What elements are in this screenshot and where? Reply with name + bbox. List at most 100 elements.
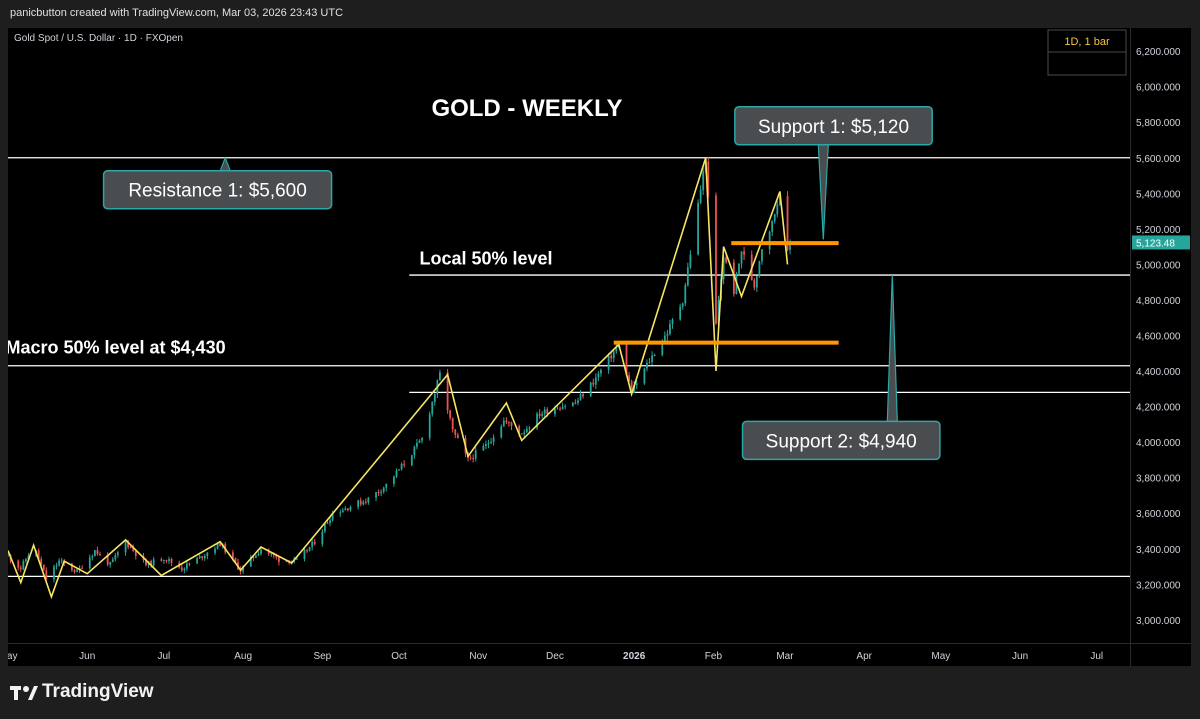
candle-body <box>326 523 329 525</box>
candle-body <box>597 373 600 378</box>
candle-body <box>761 249 763 262</box>
candle-body <box>446 372 449 411</box>
candle-body <box>487 443 490 445</box>
y-tick-label: 4,000.000 <box>1136 438 1181 449</box>
candle-body <box>648 361 651 363</box>
y-tick-label: 3,200.000 <box>1136 580 1181 591</box>
candle-body <box>410 455 413 466</box>
chart-panel[interactable]: 6,200.000 6,000.000 5,800.000 5,600.000 5,40… <box>8 28 1191 666</box>
candle-body <box>380 491 383 493</box>
resistance-1-callout-box <box>102 169 333 210</box>
candle-body <box>22 561 25 570</box>
price-chart[interactable]: 6,200.000 6,000.000 5,800.000 5,600.000 5,40… <box>8 28 1191 666</box>
candle-body <box>91 556 94 558</box>
candle-body <box>579 394 582 401</box>
candle-body <box>671 319 674 324</box>
candle-body <box>594 377 597 385</box>
candle-body <box>249 556 252 567</box>
y-tick-label: 4,200.000 <box>1136 403 1181 414</box>
candle-body <box>196 558 199 564</box>
candle-body <box>773 214 776 221</box>
candle-body <box>99 554 101 556</box>
candle-body <box>127 541 130 548</box>
candle-body <box>421 437 423 441</box>
candle-body <box>198 556 201 559</box>
x-tick-label: 2026 <box>623 651 646 662</box>
candle-body <box>341 510 344 513</box>
candle-body <box>564 406 567 408</box>
last-price-badge <box>1132 235 1190 250</box>
candle-body <box>679 306 682 320</box>
candle-body <box>398 469 400 471</box>
candle-body <box>188 563 191 565</box>
candle-body <box>27 555 30 560</box>
candle-body <box>403 464 406 466</box>
candle-body <box>574 402 577 404</box>
candle-body <box>699 190 702 203</box>
candle-body <box>433 394 436 402</box>
candle-body <box>492 437 495 442</box>
candle-body <box>73 570 76 572</box>
x-tick-label: Sep <box>313 651 331 662</box>
candle-body <box>592 382 595 385</box>
candle-body <box>377 492 380 494</box>
candle-body <box>661 341 664 355</box>
candle-body <box>523 432 526 435</box>
candle-body <box>686 267 689 286</box>
candle-body <box>589 382 592 397</box>
candle-body <box>778 196 781 205</box>
support-1-callout-text: Support 1: $5,120 <box>758 117 909 138</box>
candle-body <box>362 501 365 505</box>
candle-body <box>528 427 531 429</box>
candle-body <box>324 523 326 532</box>
candle-body <box>732 262 735 294</box>
candle-body <box>651 355 653 362</box>
x-tick-label: May <box>8 651 17 662</box>
y-tick-label: 4,800.000 <box>1136 296 1181 307</box>
candle-body <box>418 440 421 443</box>
candle-body <box>76 569 78 572</box>
symbol-label: Gold Spot / U.S. Dollar · 1D · FXOpen <box>14 33 183 44</box>
zigzag-line <box>8 157 789 600</box>
candle-body <box>490 441 492 444</box>
candle-body <box>561 406 564 410</box>
candle-body <box>635 383 638 385</box>
candle-body <box>681 303 684 307</box>
candle-body <box>520 433 523 435</box>
candle-body <box>689 254 692 268</box>
candle-body <box>702 171 705 191</box>
candle-body <box>180 567 183 571</box>
resistance-1-callout-text: Resistance 1: $5,600 <box>128 181 307 202</box>
candle-body <box>168 559 170 562</box>
candle-body <box>740 251 743 264</box>
candle-body <box>612 351 615 359</box>
candle-body <box>37 550 40 560</box>
candle-body <box>508 422 510 424</box>
candle-body <box>385 483 388 488</box>
candle-body <box>206 552 209 556</box>
candle-body <box>643 368 646 384</box>
y-tick-label: 4,400.000 <box>1136 367 1181 378</box>
candle-body <box>715 195 717 324</box>
candle-body <box>201 556 204 559</box>
candle-body <box>413 446 416 456</box>
candle-body <box>295 558 298 560</box>
candle-body <box>60 560 63 562</box>
candle-body <box>546 409 549 415</box>
candle-body <box>559 408 561 410</box>
candle-body <box>257 553 260 556</box>
macro-50-label: Macro 50% level at $4,430 <box>8 337 226 357</box>
candle-body <box>771 220 774 232</box>
candle-body <box>311 541 314 547</box>
candle-body <box>416 442 418 447</box>
support-1-callout-box <box>734 106 933 146</box>
candle-body <box>786 196 789 250</box>
candle-body <box>625 343 628 376</box>
candle-body <box>134 550 137 556</box>
candle-body <box>456 434 459 439</box>
candle-body <box>186 563 188 569</box>
candle-body <box>768 231 771 250</box>
candle-body <box>449 410 452 418</box>
candle-body <box>758 261 761 276</box>
candle-body <box>722 257 725 280</box>
